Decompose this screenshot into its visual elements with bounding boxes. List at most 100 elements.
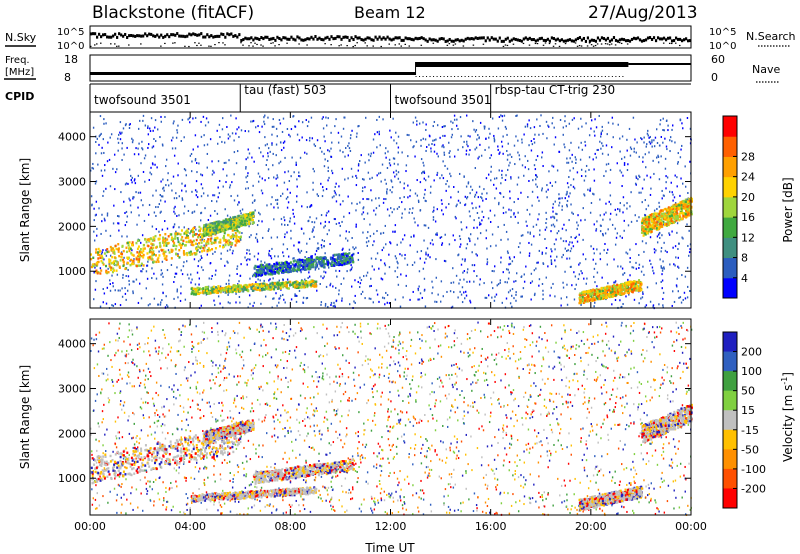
echo-cell: [128, 241, 131, 244]
echo-cell: [121, 252, 124, 256]
scatter-cell: [247, 156, 249, 159]
scatter-cell: [445, 206, 447, 209]
scatter-cell: [190, 273, 192, 276]
scatter-cell: [124, 292, 127, 295]
echo-cell: [295, 269, 298, 272]
scatter-cell: [463, 175, 465, 178]
echo-cell: [346, 258, 349, 261]
scatter-cell: [452, 234, 454, 237]
noise-search-point: [184, 45, 186, 47]
scatter-cell: [481, 210, 483, 213]
scatter-cell: [401, 216, 403, 219]
scatter-cell: [429, 256, 431, 259]
scatter-cell: [94, 266, 96, 269]
nave-point: [454, 76, 456, 77]
scatter-cell: [566, 250, 568, 253]
scatter-cell: [385, 147, 387, 150]
echo-cell: [236, 229, 239, 232]
scatter-cell: [634, 182, 637, 185]
scatter-cell: [388, 158, 391, 161]
noise-sky-point: [546, 37, 549, 41]
scatter-cell: [130, 178, 133, 181]
echo-cell: [204, 230, 207, 233]
scatter-cell: [414, 221, 416, 224]
noise-search-point: [400, 45, 403, 47]
scatter-cell: [532, 179, 534, 182]
echo-cell: [143, 247, 146, 250]
scatter-cell: [584, 170, 587, 173]
scatter-cell: [161, 299, 163, 302]
echo-cell: [348, 255, 351, 259]
scatter-cell: [399, 305, 402, 308]
scatter-cell: [388, 302, 391, 305]
scatter-cell: [291, 156, 293, 159]
scatter-cell: [254, 209, 256, 212]
noise-search-point: [94, 44, 96, 46]
scatter-cell: [516, 114, 518, 117]
echo-cell: [279, 265, 282, 268]
scatter-cell: [611, 303, 613, 306]
scatter-cell: [394, 255, 397, 258]
scatter-cell: [435, 233, 437, 236]
scatter-cell: [127, 275, 130, 278]
echo-cell: [154, 234, 157, 238]
scatter-cell: [386, 166, 389, 169]
echo-cell: [227, 243, 230, 247]
echo-cell: [137, 245, 140, 248]
scatter-cell: [146, 264, 148, 267]
scatter-cell: [510, 215, 512, 218]
echo-cell: [280, 261, 283, 265]
scatter-cell: [459, 201, 461, 204]
scatter-cell: [416, 123, 418, 126]
echo-cell: [110, 262, 113, 265]
scatter-cell: [599, 230, 602, 233]
nave-tick-top: 60: [711, 53, 725, 66]
scatter-cell: [596, 271, 599, 274]
echo-cell: [100, 259, 103, 263]
scatter-cell: [271, 125, 274, 128]
scatter-cell: [125, 123, 127, 126]
scatter-cell: [226, 125, 228, 128]
scatter-cell: [458, 235, 461, 238]
scatter-cell: [557, 230, 560, 233]
echo-cell: [185, 234, 188, 237]
echo-cell: [190, 243, 193, 246]
scatter-cell: [231, 181, 233, 184]
scatter-cell: [205, 293, 208, 296]
scatter-cell: [554, 248, 556, 251]
scatter-cell: [193, 258, 196, 261]
scatter-cell: [275, 127, 278, 130]
scatter-cell: [389, 164, 392, 167]
echo-cell: [248, 218, 251, 221]
scatter-cell: [656, 207, 658, 210]
echo-cell: [108, 264, 111, 267]
scatter-cell: [534, 292, 536, 295]
nave-point: [604, 76, 606, 77]
scatter-cell: [313, 143, 315, 146]
echo-cell: [119, 252, 122, 255]
scatter-cell: [161, 260, 164, 263]
echo-cell: [247, 213, 250, 216]
noise-sky-point: [676, 37, 680, 41]
scatter-cell: [204, 124, 207, 127]
scatter-cell: [460, 135, 462, 138]
scatter-cell: [301, 121, 304, 124]
nave-point: [562, 76, 564, 77]
scatter-cell: [298, 250, 300, 253]
echo-cell: [131, 243, 134, 247]
scatter-cell: [478, 185, 481, 188]
beam-label: Beam 12: [354, 3, 426, 22]
echo-cell: [175, 244, 178, 248]
noise-search-point: [408, 45, 411, 47]
scatter-cell: [421, 296, 423, 299]
echo-cell: [201, 233, 204, 236]
scatter-cell: [556, 169, 559, 172]
scatter-cell: [450, 281, 452, 284]
echo-cell: [137, 264, 140, 267]
echo-cell: [192, 227, 195, 231]
scatter-cell: [213, 194, 216, 197]
scatter-cell: [107, 267, 109, 270]
noise-sky-point: [438, 37, 441, 41]
scatter-cell: [160, 269, 163, 272]
scatter-cell: [571, 284, 573, 287]
